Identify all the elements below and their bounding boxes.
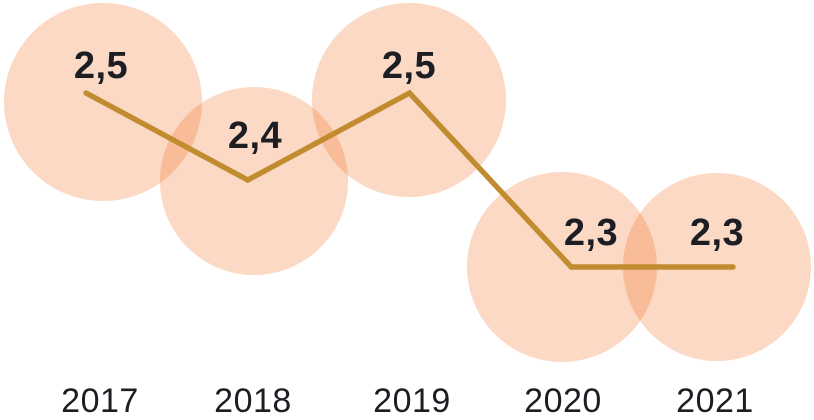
value-label-2020: 2,3 (563, 212, 619, 254)
x-axis-label-2018: 2018 (214, 382, 292, 420)
value-label-2017: 2,5 (73, 45, 129, 87)
value-label-2021: 2,3 (689, 212, 745, 254)
x-axis-label-2020: 2020 (524, 382, 602, 420)
value-label-2019: 2,5 (381, 45, 437, 87)
x-axis-label-2021: 2021 (676, 382, 754, 420)
bubble-2021 (623, 173, 811, 361)
bubble-2019 (312, 3, 506, 197)
x-axis-label-2017: 2017 (61, 382, 139, 420)
x-axis-label-2019: 2019 (373, 382, 451, 420)
value-label-2018: 2,4 (227, 115, 283, 157)
